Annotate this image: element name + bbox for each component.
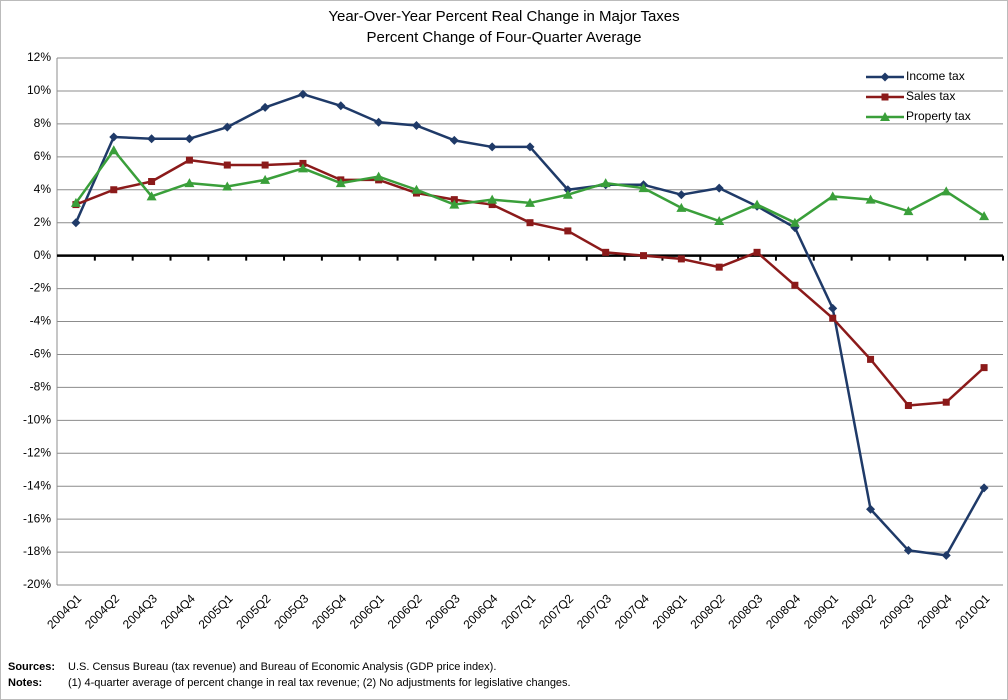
point	[602, 248, 610, 256]
sources-label: Sources:	[8, 661, 55, 673]
point	[828, 303, 838, 313]
point	[789, 217, 800, 227]
chart-subtitle: Percent Change of Four-Quarter Average	[367, 29, 642, 46]
point	[564, 227, 572, 235]
point	[261, 161, 269, 169]
y-tick-label: 0%	[34, 248, 52, 262]
point	[525, 197, 535, 207]
y-tick-label: -10%	[23, 412, 51, 426]
point	[827, 191, 838, 201]
point	[487, 194, 498, 204]
point	[640, 252, 648, 260]
point	[110, 186, 118, 194]
notes-label: Notes:	[8, 677, 42, 689]
point	[904, 401, 912, 409]
point	[223, 161, 231, 169]
y-tick-label: 4%	[34, 182, 52, 196]
point	[222, 181, 233, 191]
y-tick-label: 2%	[34, 215, 52, 229]
point	[979, 211, 990, 221]
point	[941, 550, 951, 560]
point	[184, 178, 195, 188]
point	[880, 112, 890, 121]
point	[714, 216, 725, 226]
y-tick-label: 12%	[27, 50, 51, 64]
y-tick-label: 8%	[34, 116, 52, 130]
y-tick-label: -8%	[30, 380, 52, 394]
point	[148, 178, 156, 186]
point	[903, 206, 914, 216]
point	[222, 122, 232, 132]
y-tick-label: 10%	[27, 83, 51, 97]
point	[260, 174, 271, 184]
point	[525, 142, 535, 152]
point	[753, 248, 761, 256]
point	[903, 545, 913, 555]
point	[374, 117, 384, 127]
point	[638, 183, 649, 193]
point	[335, 178, 346, 188]
point	[752, 199, 763, 209]
legend-label: Income tax	[906, 69, 965, 83]
sources: U.S. Census Bureau (tax revenue) and Bur…	[68, 661, 496, 673]
point	[298, 89, 308, 99]
point	[146, 191, 157, 201]
point	[526, 219, 534, 227]
y-tick-label: -20%	[23, 577, 51, 591]
point	[336, 101, 346, 111]
point	[449, 199, 460, 209]
point	[147, 134, 157, 144]
point	[676, 202, 687, 212]
point	[677, 255, 685, 263]
point	[600, 178, 611, 188]
point	[865, 194, 876, 204]
legend-label: Sales tax	[906, 89, 955, 103]
point	[449, 135, 459, 145]
y-tick-label: -4%	[30, 314, 52, 328]
point	[941, 186, 952, 196]
point	[70, 197, 81, 207]
point	[488, 201, 496, 209]
point	[715, 263, 723, 271]
y-tick-label: -2%	[30, 281, 52, 295]
point	[942, 398, 950, 406]
point	[108, 145, 119, 155]
point	[880, 72, 890, 82]
point	[373, 171, 384, 181]
y-tick-label: -12%	[23, 445, 51, 459]
point	[714, 183, 724, 193]
point	[184, 134, 194, 144]
notes: (1) 4-quarter average of percent change …	[68, 677, 571, 689]
y-tick-label: -18%	[23, 544, 51, 558]
point	[881, 93, 889, 101]
point	[71, 218, 81, 228]
point	[411, 184, 422, 194]
y-tick-label: -6%	[30, 347, 52, 361]
point	[829, 314, 837, 322]
point	[297, 163, 308, 173]
point	[109, 132, 119, 142]
point	[791, 281, 799, 289]
point	[487, 142, 497, 152]
point	[979, 483, 989, 493]
point	[411, 121, 421, 131]
y-tick-label: -16%	[23, 511, 51, 525]
point	[185, 156, 193, 164]
y-tick-label: 6%	[34, 149, 52, 163]
point	[866, 504, 876, 514]
point	[980, 364, 988, 372]
point	[260, 102, 270, 112]
point	[562, 189, 573, 199]
point	[676, 190, 686, 200]
point	[867, 355, 875, 363]
legend-label: Property tax	[906, 109, 971, 123]
y-tick-label: -14%	[23, 478, 51, 492]
chart-title: Year-Over-Year Percent Real Change in Ma…	[328, 8, 679, 25]
